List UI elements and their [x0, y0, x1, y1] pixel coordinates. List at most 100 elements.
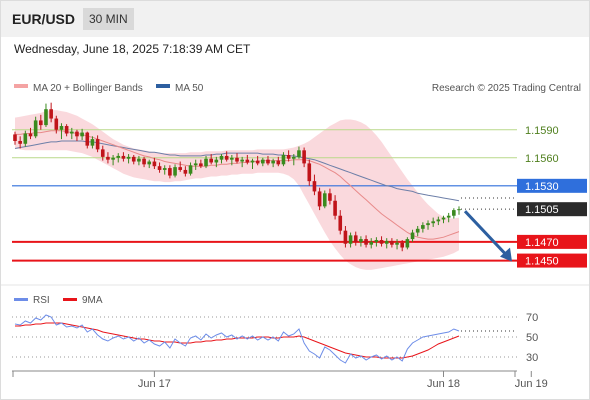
level-1.1470: 1.1470	[12, 234, 587, 249]
rsi-plot: 70 50 30	[12, 312, 538, 364]
candle-body	[353, 235, 358, 242]
candle-body	[18, 140, 22, 144]
candle	[312, 174, 317, 196]
candle-body	[369, 241, 374, 245]
candle-body	[390, 240, 394, 245]
candle-body	[111, 157, 115, 160]
candle-body	[152, 161, 157, 167]
candle-body	[100, 149, 105, 157]
candle-body	[183, 169, 188, 174]
candle-body	[374, 240, 379, 242]
rsi-tick-label: 70	[526, 312, 538, 324]
candle-body	[131, 156, 136, 162]
candle	[261, 157, 265, 167]
x-tick-label: Jun 19	[515, 378, 548, 390]
level-1.1450: 1.1450	[12, 253, 587, 268]
candle	[245, 154, 250, 165]
candle	[348, 232, 353, 248]
candle-body	[426, 223, 430, 226]
arrow-shaft	[463, 210, 507, 255]
candle	[157, 162, 162, 173]
candle-body	[405, 239, 410, 248]
candle	[441, 215, 446, 224]
candle-body	[400, 242, 405, 248]
candle-body	[49, 109, 53, 119]
candle	[271, 158, 275, 168]
candle	[384, 238, 389, 249]
candle	[436, 216, 441, 226]
candle-body	[421, 225, 425, 229]
candle-body	[359, 239, 363, 242]
candle	[266, 155, 270, 166]
candle	[364, 235, 368, 248]
candle	[235, 153, 239, 164]
candle-body	[173, 167, 177, 176]
candle	[137, 155, 141, 166]
main-plot: 1.1590 1.1560 1.1530 1.1505 1.1470 1.1450	[12, 102, 587, 270]
candle	[95, 135, 100, 153]
candle-body	[441, 217, 446, 220]
level-badge	[517, 202, 587, 217]
candle-body	[142, 158, 146, 165]
x-tick-label: Jun 17	[138, 378, 171, 390]
candle	[131, 154, 136, 165]
candle-body	[431, 221, 435, 224]
candle	[426, 220, 430, 230]
candle	[162, 165, 167, 175]
candle-body	[457, 209, 461, 211]
candle-body	[59, 126, 64, 130]
candle-body	[240, 159, 244, 162]
candle	[54, 115, 59, 134]
candle	[405, 237, 410, 250]
candle-body	[322, 193, 327, 207]
level-badge	[517, 178, 587, 193]
legend-ma20: MA 20 + Bollinger Bands	[14, 83, 143, 94]
rsi-tick-label: 30	[526, 352, 538, 364]
legend-rsi-label: RSI	[33, 295, 50, 306]
candle	[276, 156, 281, 167]
candle	[457, 206, 461, 215]
candle	[379, 236, 384, 247]
candle	[328, 188, 332, 205]
candle	[147, 159, 152, 169]
candle-body	[168, 168, 172, 176]
candle-body	[317, 191, 322, 207]
bollinger-band	[15, 110, 459, 270]
candle-body	[224, 155, 229, 160]
level-1.1530: 1.1530	[12, 178, 587, 193]
candle	[410, 229, 415, 242]
credit-text: Research © 2025 Trading Central	[432, 83, 581, 94]
candle	[152, 157, 157, 170]
candle-body	[204, 158, 208, 167]
candle-body	[147, 161, 152, 165]
candle-body	[235, 157, 239, 162]
candle-body	[193, 163, 198, 166]
candle	[286, 150, 291, 162]
legend-ma50-label: MA 50	[175, 83, 204, 94]
candle-body	[436, 219, 441, 222]
candle	[33, 116, 38, 139]
candle	[369, 238, 374, 249]
candle-body	[137, 158, 141, 162]
candle-body	[188, 165, 193, 174]
level-label: 1.1505	[525, 204, 559, 216]
level-badge	[517, 253, 587, 268]
header-bar: EUR/USD 30 MIN	[1, 1, 589, 37]
legend-ma20-label: MA 20 + Bollinger Bands	[33, 83, 143, 94]
candle	[39, 114, 43, 130]
candle-body	[39, 120, 43, 126]
candle	[338, 210, 343, 235]
candle	[121, 152, 126, 162]
candle-body	[214, 159, 219, 163]
candle-body	[250, 160, 255, 163]
candle	[322, 190, 327, 209]
candle	[44, 103, 48, 127]
candle	[111, 154, 115, 166]
candle-body	[343, 230, 348, 244]
candle-body	[415, 228, 420, 233]
candle	[452, 208, 456, 219]
candle	[126, 154, 131, 164]
candle-body	[291, 156, 296, 159]
timeframe-button[interactable]: 30 MIN	[83, 8, 134, 30]
